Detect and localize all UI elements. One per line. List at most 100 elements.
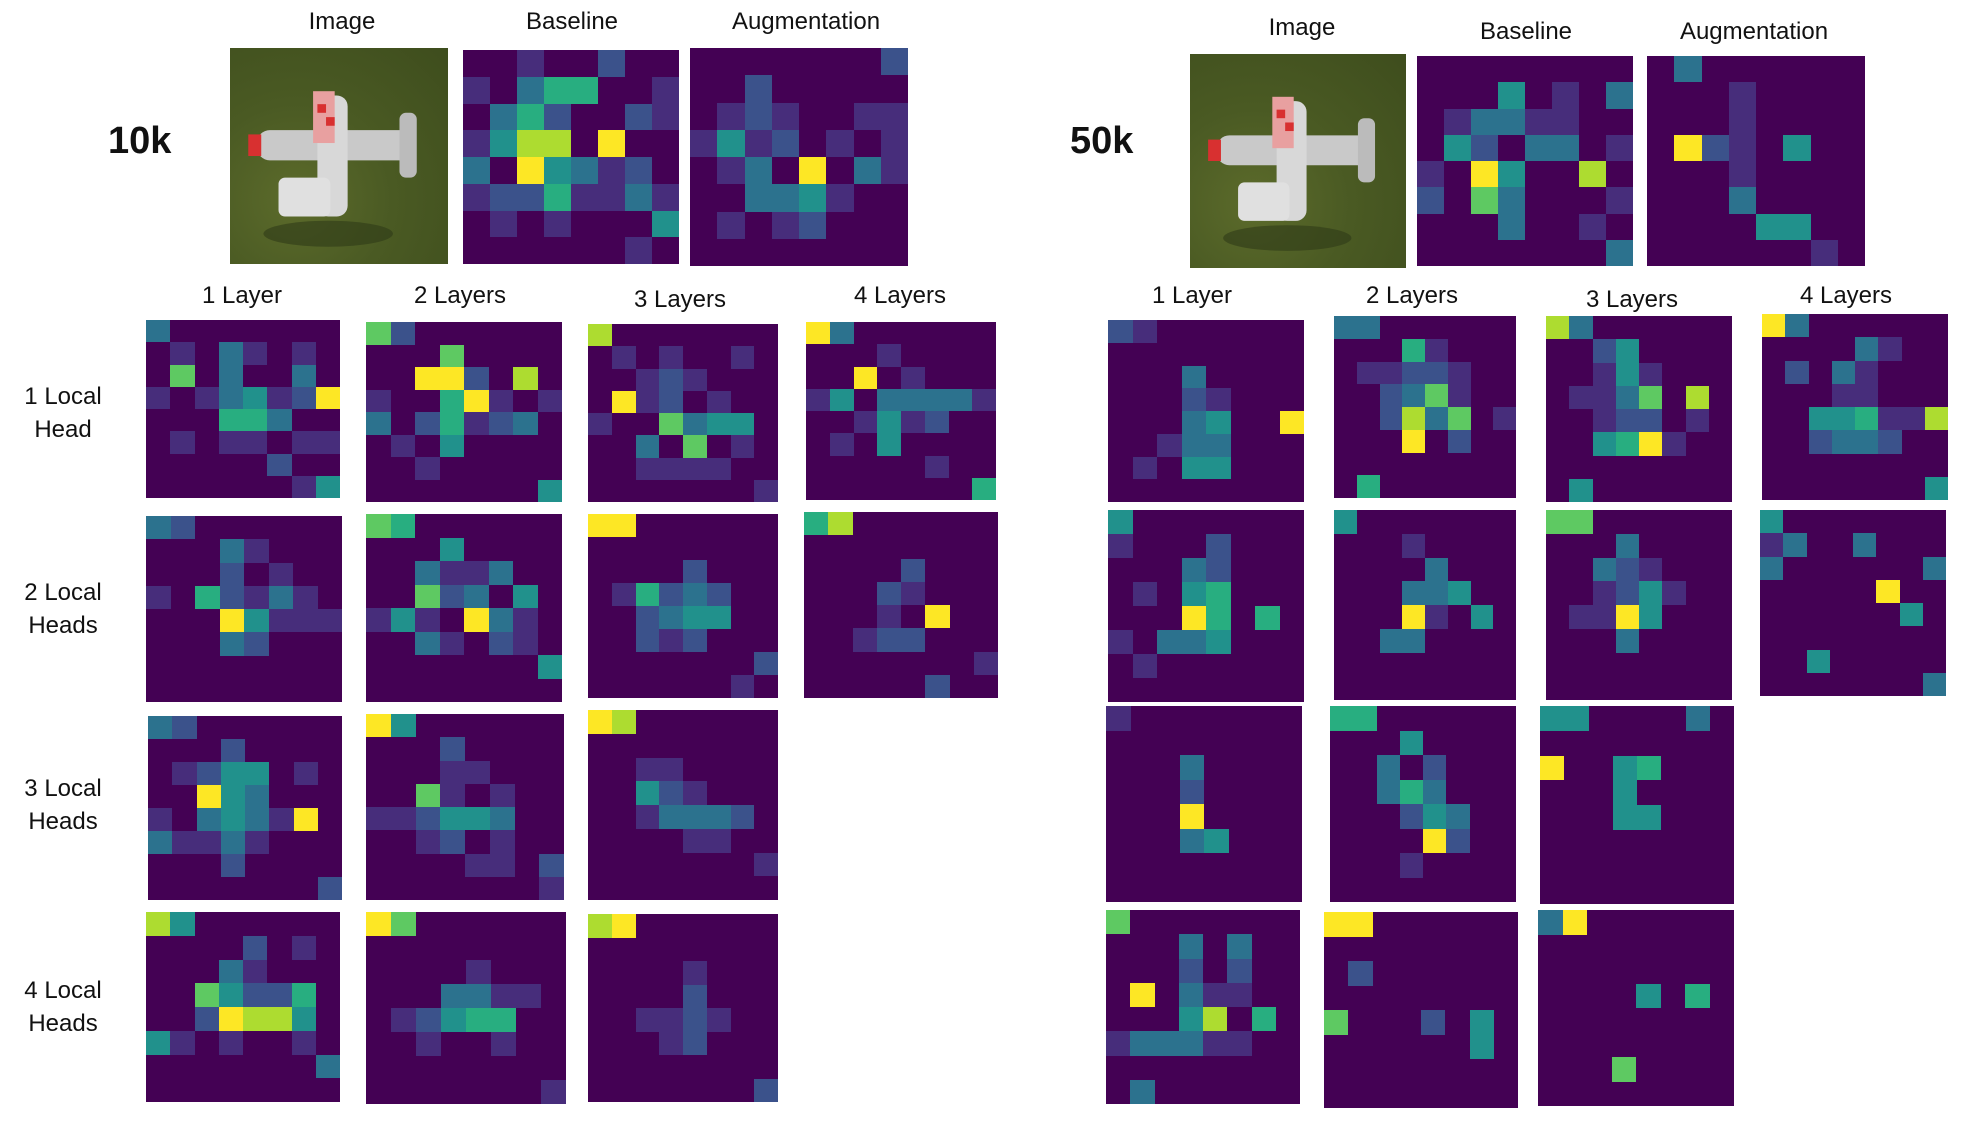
heatmap-cell — [514, 807, 540, 831]
heatmap-cell — [1425, 533, 1448, 558]
heatmap-cell — [219, 562, 244, 586]
heatmap-4-heads-2-layers — [1324, 912, 1518, 1108]
heatmap-cell — [1132, 433, 1157, 457]
heatmap-cell — [243, 935, 268, 960]
heatmap-cell — [1402, 407, 1425, 430]
heatmap-cell — [901, 535, 926, 559]
heatmap-cell — [852, 512, 877, 536]
heatmap-cell — [588, 346, 612, 369]
heatmap-cell — [1230, 365, 1255, 389]
heatmap-cell — [588, 606, 612, 629]
heatmap-cell — [771, 238, 799, 266]
heatmap-cell — [1469, 755, 1493, 780]
heatmap-cell — [876, 581, 901, 605]
heatmap-cell — [1206, 558, 1231, 582]
heatmap-cell — [1810, 213, 1838, 240]
heatmap-cell — [196, 808, 221, 831]
heatmap-cell — [1498, 239, 1525, 266]
heatmap-cell — [541, 1032, 566, 1056]
heatmap-cell — [146, 959, 171, 984]
heatmap-cell — [1639, 339, 1663, 363]
column-header-augmentation: Augmentation — [1679, 18, 1829, 45]
heatmap-cell — [513, 608, 538, 632]
heatmap-cell — [268, 632, 293, 656]
heatmap-cell — [517, 157, 544, 184]
heatmap-cell — [1132, 630, 1157, 654]
heatmap-cell — [1203, 1007, 1228, 1032]
heatmap-cell — [588, 457, 612, 480]
heatmap-cell — [1157, 558, 1182, 582]
heatmap-cell — [1662, 533, 1686, 558]
heatmap-cell — [901, 674, 926, 698]
heatmap-cell — [317, 831, 342, 854]
input-image — [1190, 54, 1406, 268]
heatmap-cell — [544, 103, 571, 131]
heatmap-cell — [516, 1080, 541, 1104]
heatmap-cell — [1662, 510, 1686, 534]
heatmap-cell — [415, 737, 441, 761]
heatmap-cell — [1639, 581, 1663, 605]
heatmap-cell — [196, 831, 221, 854]
heatmap-cell — [880, 157, 908, 185]
heatmap-cell — [219, 516, 244, 540]
heatmap-cell — [170, 912, 195, 936]
heatmap-cell — [1831, 360, 1855, 384]
heatmap-cell — [1203, 1055, 1228, 1080]
heatmap-cell — [659, 961, 683, 985]
heatmap-cell — [611, 852, 636, 877]
heatmap-cell — [571, 210, 598, 238]
heatmap-cell — [1324, 912, 1349, 937]
heatmap-cell — [1444, 82, 1471, 109]
heatmap-cell — [466, 984, 491, 1008]
heatmap-cell — [488, 457, 513, 480]
heatmap-cell — [1154, 1079, 1179, 1104]
heatmap-cell — [1356, 407, 1380, 430]
heatmap-cell — [415, 608, 440, 632]
heatmap-cell — [635, 781, 660, 805]
heatmap-cell — [588, 852, 612, 877]
heatmap-cell — [489, 783, 515, 807]
heatmap-cell — [464, 631, 489, 655]
heatmap-cell — [1615, 478, 1639, 502]
heatmap-cell — [415, 807, 441, 831]
heatmap-cell — [1709, 983, 1734, 1008]
heatmap-cell — [1251, 934, 1276, 959]
heatmap-cell — [366, 714, 391, 738]
heatmap-cell — [195, 632, 220, 656]
heatmap-cell — [537, 655, 562, 679]
heatmap-cell — [1178, 958, 1203, 983]
heatmap-cell — [1783, 213, 1811, 240]
heatmap-cell — [1564, 829, 1589, 855]
heatmap-cell — [659, 852, 683, 877]
heatmap-cell — [1204, 730, 1229, 755]
heatmap-cell — [1108, 433, 1133, 457]
heatmap-cell — [1206, 388, 1231, 411]
heatmap-cell — [268, 655, 293, 679]
heatmap-cell — [1639, 385, 1663, 409]
heatmap-cell — [244, 516, 269, 540]
heatmap-cell — [513, 367, 538, 390]
heatmap-cell — [415, 389, 440, 412]
heatmap-cell — [1855, 476, 1879, 500]
heatmap-cell — [706, 514, 731, 537]
row-header-3-local-heads: 3 Local Heads — [24, 775, 102, 835]
heatmap-cell — [1783, 239, 1811, 266]
heatmap-cell — [826, 211, 854, 239]
heatmap-cell — [1157, 630, 1182, 654]
heatmap-cell — [1230, 456, 1255, 480]
heatmap-cell — [754, 876, 778, 900]
heatmap-cell — [1924, 314, 1948, 338]
heatmap-cell — [489, 807, 515, 831]
heatmap-cell — [463, 157, 490, 184]
heatmap-cell — [1402, 384, 1425, 407]
heatmap-cell — [877, 433, 901, 456]
heatmap-cell — [706, 1031, 731, 1055]
heatmap-cell — [611, 537, 636, 560]
heatmap-cell — [1728, 82, 1756, 109]
heatmap-cell — [517, 237, 544, 264]
heatmap-cell — [826, 129, 854, 157]
heatmap-cell — [948, 411, 973, 434]
heatmap-cell — [1106, 958, 1131, 983]
heatmap-cell — [1253, 877, 1278, 902]
heatmap-cell — [170, 409, 195, 432]
